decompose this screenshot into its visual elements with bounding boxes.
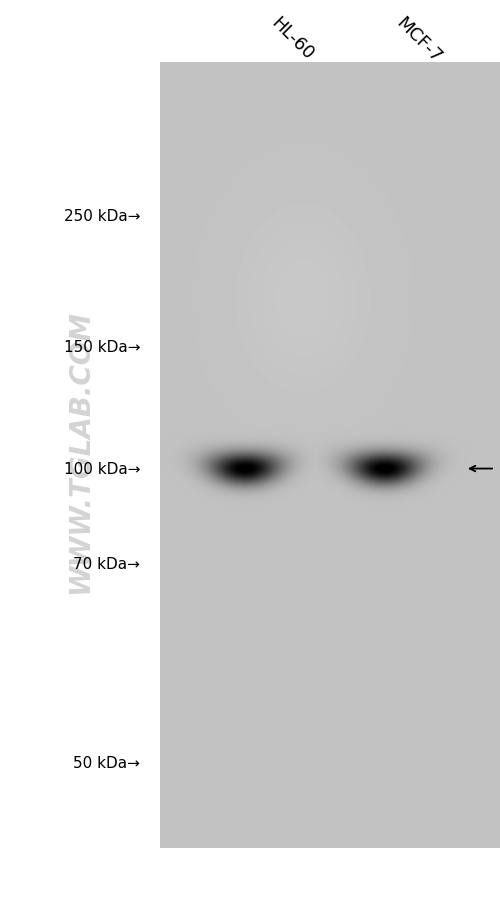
Text: HL-60: HL-60 [268,14,317,64]
Text: MCF-7: MCF-7 [392,14,445,67]
Text: 50 kDa→: 50 kDa→ [73,755,140,769]
Text: 250 kDa→: 250 kDa→ [64,209,140,224]
Text: 70 kDa→: 70 kDa→ [73,557,140,571]
Text: WWW.TGLAB.COM: WWW.TGLAB.COM [66,309,94,593]
Text: 100 kDa→: 100 kDa→ [64,462,140,476]
Text: 150 kDa→: 150 kDa→ [64,340,140,354]
